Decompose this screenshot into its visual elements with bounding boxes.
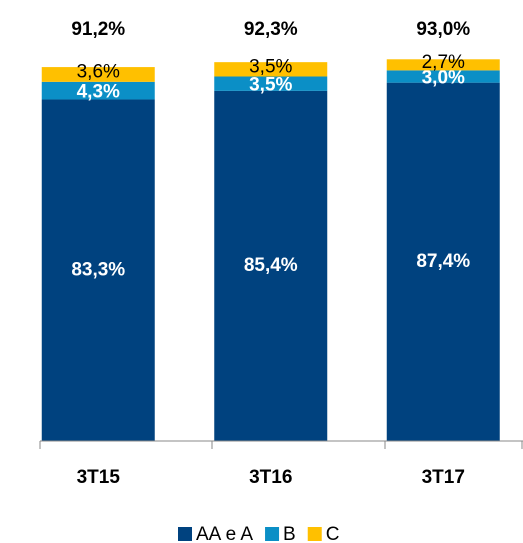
legend-swatch	[265, 527, 280, 541]
data-label: 2,7%	[422, 52, 465, 73]
data-label: 87,4%	[416, 251, 470, 272]
legend-label: B	[283, 524, 296, 543]
data-label: 4,3%	[77, 82, 120, 103]
total-label: 91,2%	[71, 19, 125, 40]
bar-segment	[41, 99, 155, 441]
bar-segment	[386, 82, 500, 441]
data-label: 3,0%	[422, 68, 465, 89]
legend-swatch	[307, 527, 322, 541]
legend-label: AA e A	[196, 524, 253, 543]
x-tick-label: 3T15	[77, 467, 121, 488]
total-label: 92,3%	[244, 19, 298, 40]
bar-segment	[214, 62, 328, 77]
x-tick-label: 3T16	[249, 467, 292, 488]
bar-segment	[41, 81, 155, 100]
x-tick-label: 3T17	[422, 467, 465, 488]
legend-label: C	[326, 524, 340, 543]
legend-swatch	[178, 527, 192, 541]
data-label: 3,5%	[249, 56, 292, 77]
data-label: 3,6%	[77, 61, 120, 82]
data-label: 83,3%	[71, 259, 125, 280]
bar-segment	[41, 67, 155, 82]
bar-segment	[214, 76, 328, 91]
bar-segment	[386, 59, 500, 71]
data-label: 3,5%	[249, 75, 292, 96]
data-label: 85,4%	[244, 255, 298, 276]
bar-segment	[214, 90, 328, 442]
bar-segment	[386, 70, 500, 83]
total-label: 93,0%	[416, 19, 470, 40]
